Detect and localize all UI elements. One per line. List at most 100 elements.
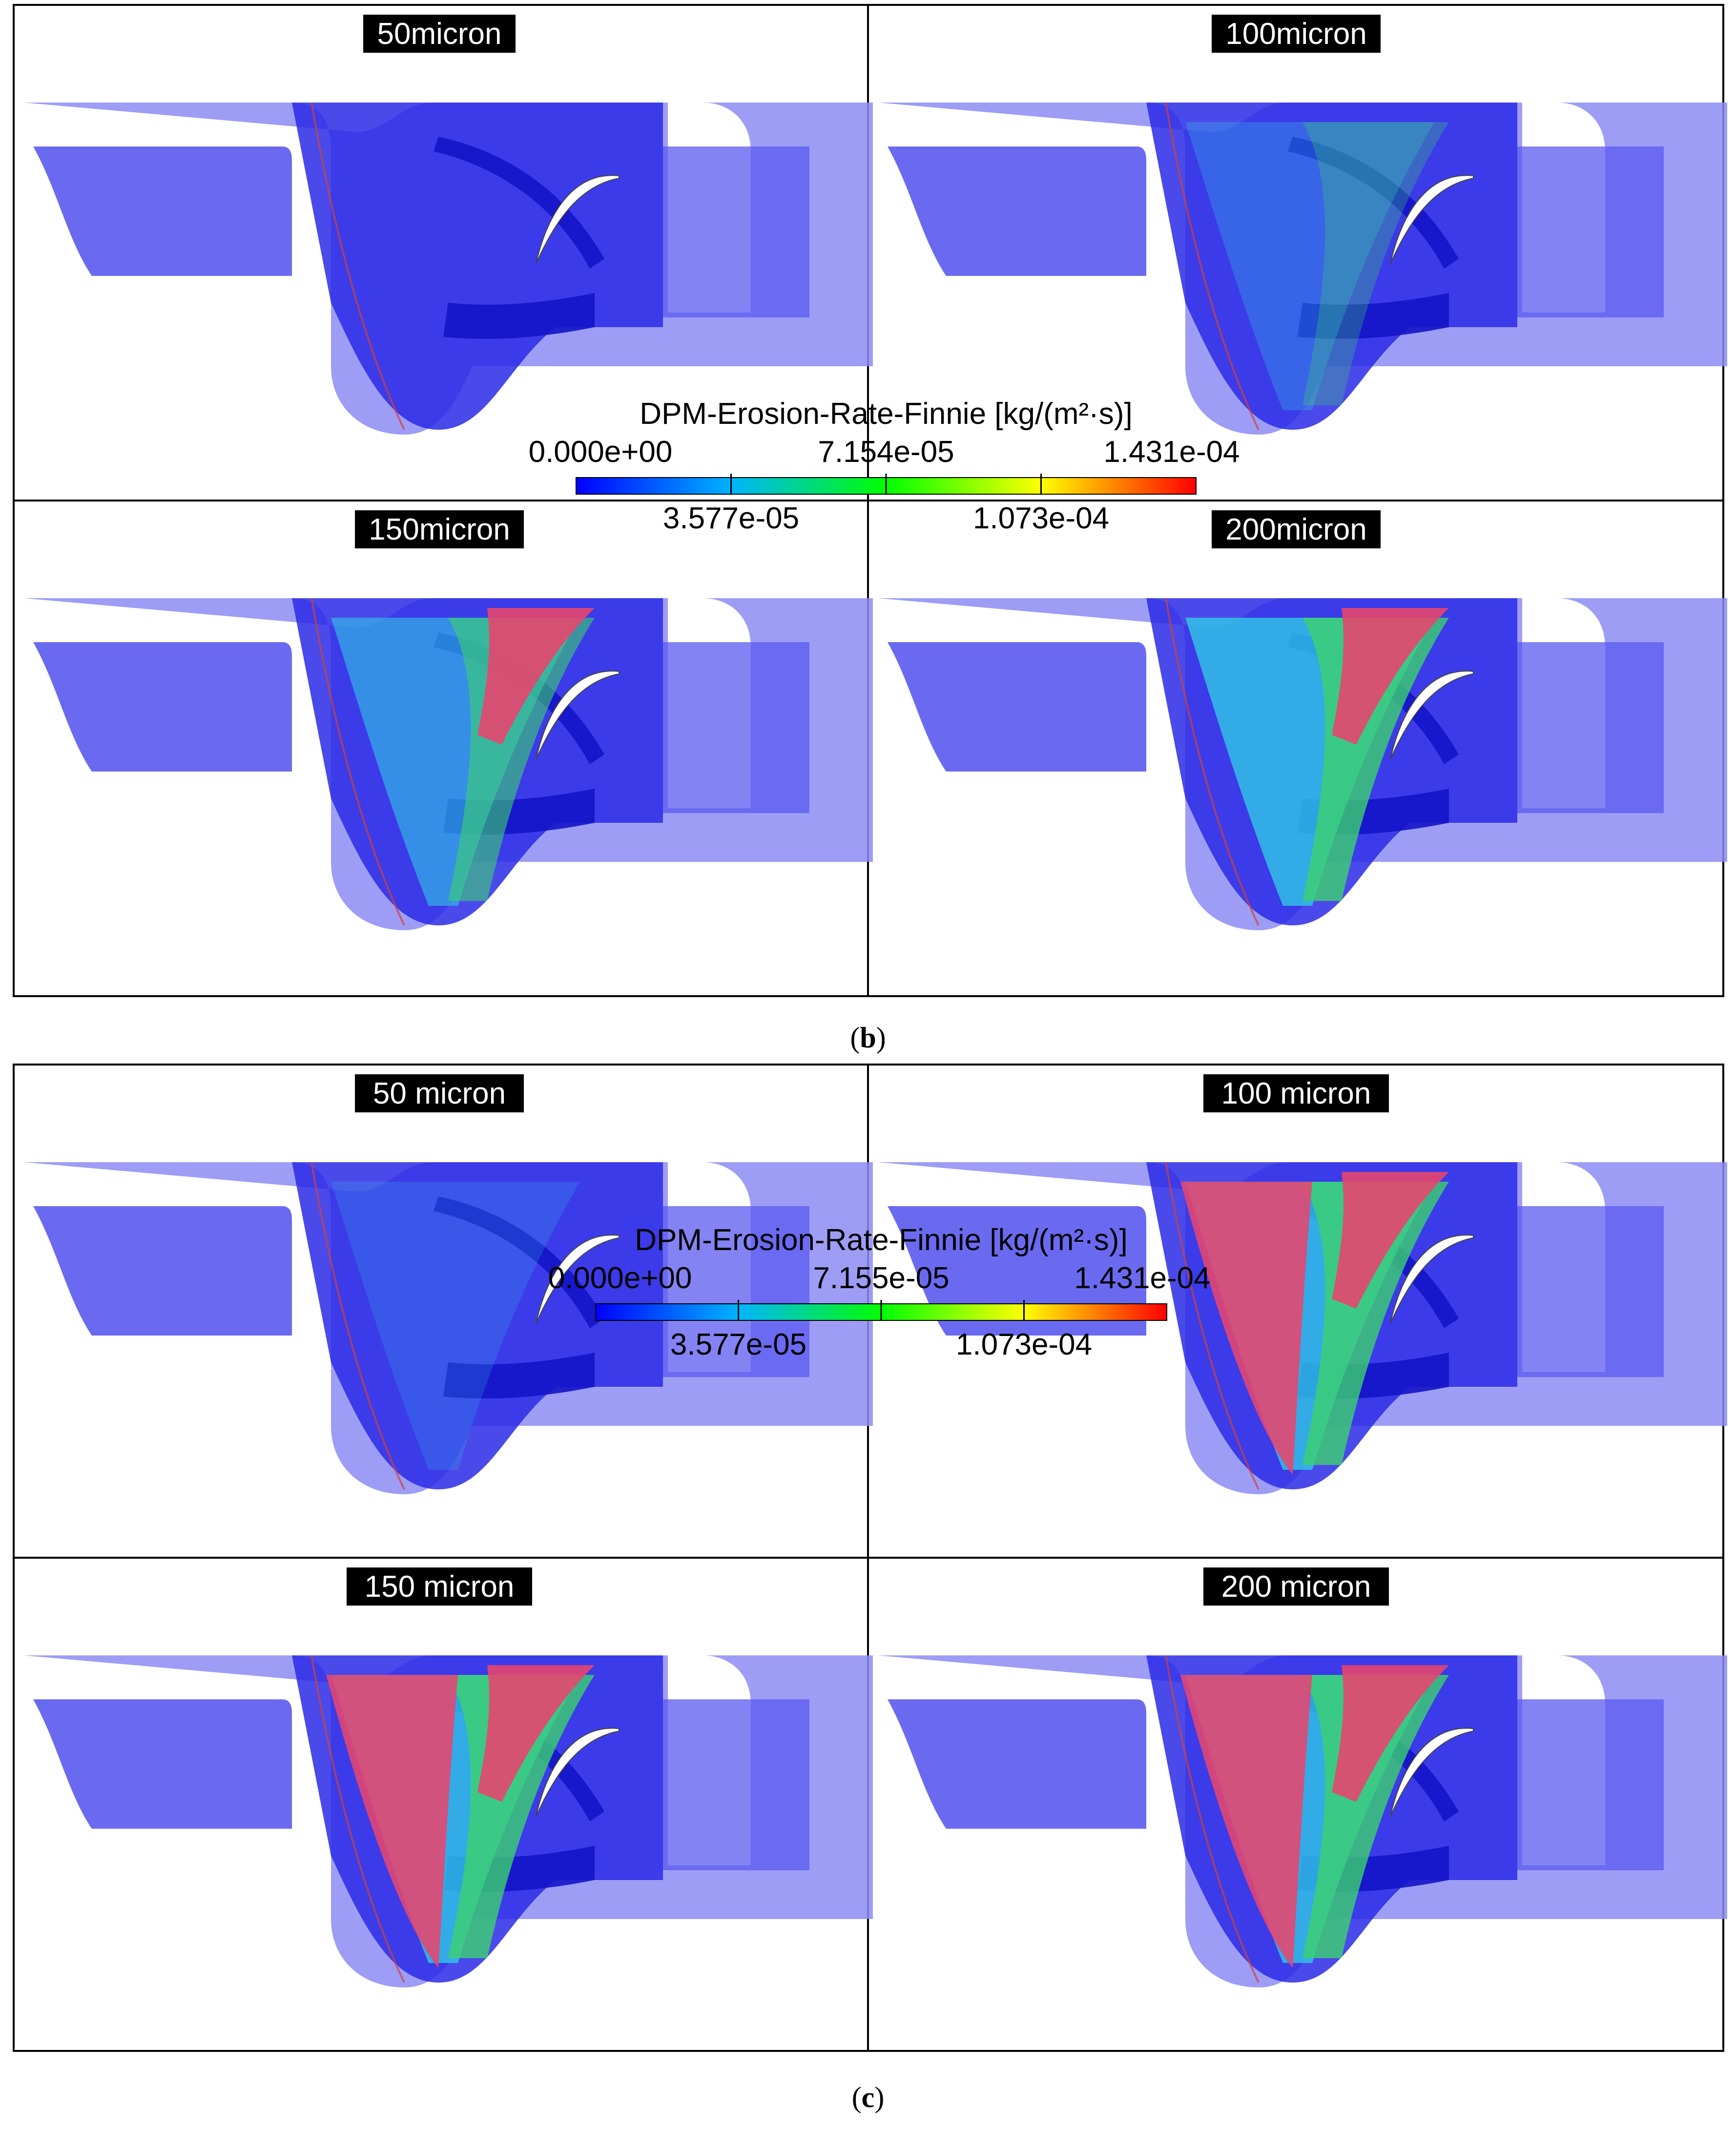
erosion-red-inlet-zone: [1180, 1675, 1312, 1968]
blade-slit: [1390, 1728, 1474, 1817]
leading-edge-streak: [310, 598, 405, 926]
inlet-duct: [33, 1699, 292, 1829]
turbine-model: [878, 1162, 1727, 1494]
blade-slit: [536, 1728, 620, 1817]
panel-label: 50 micron: [373, 1077, 506, 1110]
leading-edge-streak: [1165, 1655, 1260, 1983]
panel-label-bg: [1203, 1074, 1389, 1112]
turbine-model: [23, 1162, 873, 1494]
erosion-cyan-zone: [331, 1182, 580, 1470]
stator-blade: [1288, 137, 1459, 269]
panel-label-bg: [1212, 510, 1381, 548]
erosion-green-zone: [1302, 1182, 1449, 1465]
panel-c-1: 50 micron: [23, 1074, 873, 1494]
figure-b-legend-tick-bottom: 3.577e-05: [663, 501, 799, 535]
outlet-duct: [663, 1206, 809, 1377]
blade-slit: [536, 1234, 620, 1324]
erosion-red-zone: [1332, 608, 1449, 745]
outlet-duct: [663, 642, 809, 813]
figure-c-legend-title: DPM-Erosion-Rate-Finnie [kg/(m²·s)]: [635, 1223, 1127, 1257]
turbine-model: [23, 598, 873, 930]
panel-label-bg: [1203, 1567, 1389, 1606]
blade-slit: [1390, 1234, 1474, 1324]
turbine-model: [878, 598, 1727, 930]
figure-b-legend-tick-bottom: 1.073e-04: [973, 501, 1109, 535]
caption-b-letter: b: [860, 1022, 876, 1054]
figure-b-legend-tick-top: 7.154e-05: [818, 435, 954, 469]
panel-label: 150micron: [369, 513, 510, 546]
hub-passage: [292, 1162, 663, 1489]
figure-c-legend-tick-top: 7.155e-05: [813, 1261, 949, 1295]
panel-b-1: 50micron: [23, 15, 873, 435]
outlet-duct: [1517, 146, 1664, 317]
erosion-red-zone: [477, 608, 595, 745]
figure-c-legend-tick-bottom: 3.577e-05: [670, 1328, 806, 1361]
figure-b-legend-title: DPM-Erosion-Rate-Finnie [kg/(m²·s)]: [640, 397, 1132, 431]
rotor-band: [443, 293, 595, 339]
panel-label-bg: [355, 510, 524, 548]
turbine-model: [878, 102, 1727, 435]
hub-passage: [292, 103, 663, 430]
caption-b: (b): [850, 1022, 886, 1054]
inlet-duct: [888, 1699, 1146, 1829]
erosion-red-zone: [1332, 1665, 1449, 1802]
erosion-red-zone: [1332, 1172, 1449, 1309]
panel-label: 50micron: [377, 17, 502, 51]
turbine-model: [23, 1655, 873, 1987]
erosion-green-zone: [1302, 122, 1449, 405]
panel-c-4: 200 micron: [878, 1567, 1727, 1987]
outlet-duct: [1517, 1206, 1664, 1377]
erosion-red-inlet-zone: [326, 1675, 458, 1968]
panel-label-bg: [1212, 15, 1381, 53]
panel-label-bg: [347, 1567, 532, 1606]
outlet-duct: [663, 146, 809, 317]
panel-label: 200 micron: [1221, 1570, 1371, 1604]
figure-b: 50micron 100micron 150micron 200micron DPM-E…: [13, 4, 1727, 997]
erosion-green-zone: [448, 618, 595, 901]
outlet-duct: [1517, 642, 1664, 813]
leading-edge-streak: [1165, 1162, 1260, 1490]
figure-c: 50 micron 100 micron 150 micron 200 micron D…: [13, 1064, 1727, 2052]
leading-edge-streak: [310, 1162, 405, 1490]
blade-slit: [536, 670, 620, 760]
caption-c: (c): [851, 2081, 885, 2113]
panel-label: 100micron: [1225, 17, 1366, 51]
panel-label-bg: [355, 1074, 524, 1112]
stator-blade: [434, 137, 604, 269]
leading-edge-streak: [1165, 102, 1260, 430]
blade-slit: [536, 175, 620, 264]
figure-b-legend-tick-top: 1.431e-04: [1103, 435, 1240, 469]
rotor-band: [1298, 293, 1449, 339]
panel-label: 100 micron: [1221, 1077, 1371, 1110]
inlet-duct: [888, 1206, 1146, 1336]
erosion-green-zone: [448, 1675, 595, 1958]
panel-c-3: 150 micron: [23, 1567, 873, 1987]
inlet-duct: [33, 1206, 292, 1336]
panel-b-3: 150micron: [23, 510, 873, 930]
figure-c-legend-tick-bottom: 1.073e-04: [956, 1328, 1092, 1361]
turbine-model: [23, 102, 873, 435]
panel-b-4: 200micron: [878, 510, 1727, 930]
panel-label: 200micron: [1225, 513, 1366, 546]
erosion-red-zone: [477, 1665, 595, 1802]
blade-slit: [1390, 670, 1474, 760]
inlet-duct: [33, 642, 292, 772]
caption-c-letter: c: [861, 2081, 875, 2113]
erosion-red-inlet-zone: [1180, 1182, 1312, 1475]
turbine-model: [878, 1655, 1727, 1987]
leading-edge-streak: [1165, 598, 1260, 926]
erosion-green-zone: [1302, 1675, 1449, 1958]
stator-blade: [434, 1196, 604, 1328]
panel-c-2: 100 micron: [878, 1074, 1727, 1494]
figure-c-legend-tick-top: 0.000e+00: [548, 1261, 692, 1295]
inlet-duct: [33, 146, 292, 276]
figure-b-legend-tick-top: 0.000e+00: [529, 435, 673, 469]
outlet-duct: [1517, 1699, 1664, 1870]
rotor-band: [443, 1353, 595, 1399]
blade-slit: [1390, 175, 1474, 264]
hub-passage: [1146, 103, 1517, 430]
leading-edge-streak: [310, 1655, 405, 1983]
outlet-duct: [663, 1699, 809, 1870]
panel-b-2: 100micron: [878, 15, 1727, 435]
